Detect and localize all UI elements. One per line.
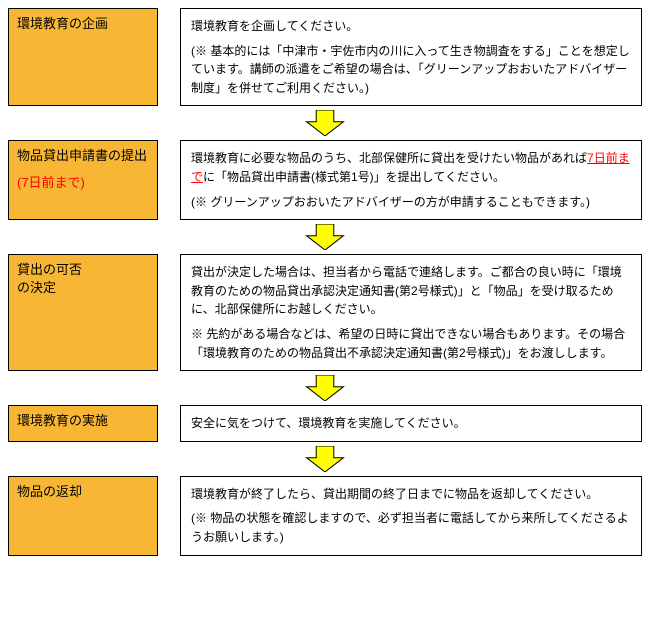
step2-p2: (※ グリーンアップおおいたアドバイザーの方が申請することもできます。) — [191, 193, 631, 212]
step-label-title: 物品の返却 — [17, 483, 149, 501]
step-row-4: 環境教育の実施 安全に気をつけて、環境教育を実施してください。 — [8, 405, 642, 442]
step-label-title: 環境教育の企画 — [17, 15, 149, 33]
step-label-3: 貸出の可否 の決定 — [8, 254, 158, 371]
step-content-3: 貸出が決定した場合は、担当者から電話で連絡します。ご都合の良い時に「環境教育のた… — [180, 254, 642, 371]
step-content-4: 安全に気をつけて、環境教育を実施してください。 — [180, 405, 642, 442]
step-label-title: 環境教育の実施 — [17, 412, 149, 430]
down-arrow-icon — [303, 224, 347, 250]
step2-p1b: に「物品貸出申請書(様式第1号)」を提出してください。 — [203, 170, 505, 184]
step3-p1: 貸出が決定した場合は、担当者から電話で連絡します。ご都合の良い時に「環境教育のた… — [191, 263, 631, 319]
step-label-4: 環境教育の実施 — [8, 405, 158, 442]
step-row-1: 環境教育の企画 環境教育を企画してください。 (※ 基本的には「中津市・宇佐市内… — [8, 8, 642, 106]
step-label-sub: の決定 — [17, 279, 149, 297]
step-content-1: 環境教育を企画してください。 (※ 基本的には「中津市・宇佐市内の川に入って生き… — [180, 8, 642, 106]
step1-p2: (※ 基本的には「中津市・宇佐市内の川に入って生き物調査をする」ことを想定してい… — [191, 42, 631, 98]
step-label-1: 環境教育の企画 — [8, 8, 158, 106]
step-label-title: 物品貸出申請書の提出 — [17, 147, 149, 165]
step-row-3: 貸出の可否 の決定 貸出が決定した場合は、担当者から電話で連絡します。ご都合の良… — [8, 254, 642, 371]
step-row-5: 物品の返却 環境教育が終了したら、貸出期間の終了日までに物品を返却してください。… — [8, 476, 642, 556]
down-arrow-icon — [303, 446, 347, 472]
step-content-5: 環境教育が終了したら、貸出期間の終了日までに物品を返却してください。 (※ 物品… — [180, 476, 642, 556]
step2-p1a: 環境教育に必要な物品のうち、北部保健所に貸出を受けたい物品があれば — [191, 151, 587, 165]
step1-p1: 環境教育を企画してください。 — [191, 17, 631, 36]
step5-p2: (※ 物品の状態を確認しますので、必ず担当者に電話してから来所してくださるようお… — [191, 509, 631, 546]
arrow-4 — [8, 446, 642, 472]
step2-p1: 環境教育に必要な物品のうち、北部保健所に貸出を受けたい物品があれば7日前までに「… — [191, 149, 631, 186]
step-label-5: 物品の返却 — [8, 476, 158, 556]
arrow-1 — [8, 110, 642, 136]
step3-p2: ※ 先約がある場合などは、希望の日時に貸出できない場合もあります。その場合「環境… — [191, 325, 631, 362]
step5-p1: 環境教育が終了したら、貸出期間の終了日までに物品を返却してください。 — [191, 485, 631, 504]
down-arrow-icon — [303, 375, 347, 401]
step-content-2: 環境教育に必要な物品のうち、北部保健所に貸出を受けたい物品があれば7日前までに「… — [180, 140, 642, 220]
step-label-2: 物品貸出申請書の提出 (7日前まで) — [8, 140, 158, 220]
down-arrow-icon — [303, 110, 347, 136]
arrow-3 — [8, 375, 642, 401]
step-label-sub: (7日前まで) — [17, 174, 149, 192]
step4-p1: 安全に気をつけて、環境教育を実施してください。 — [191, 414, 631, 433]
step-row-2: 物品貸出申請書の提出 (7日前まで) 環境教育に必要な物品のうち、北部保健所に貸… — [8, 140, 642, 220]
step-label-title: 貸出の可否 — [17, 261, 149, 279]
arrow-2 — [8, 224, 642, 250]
